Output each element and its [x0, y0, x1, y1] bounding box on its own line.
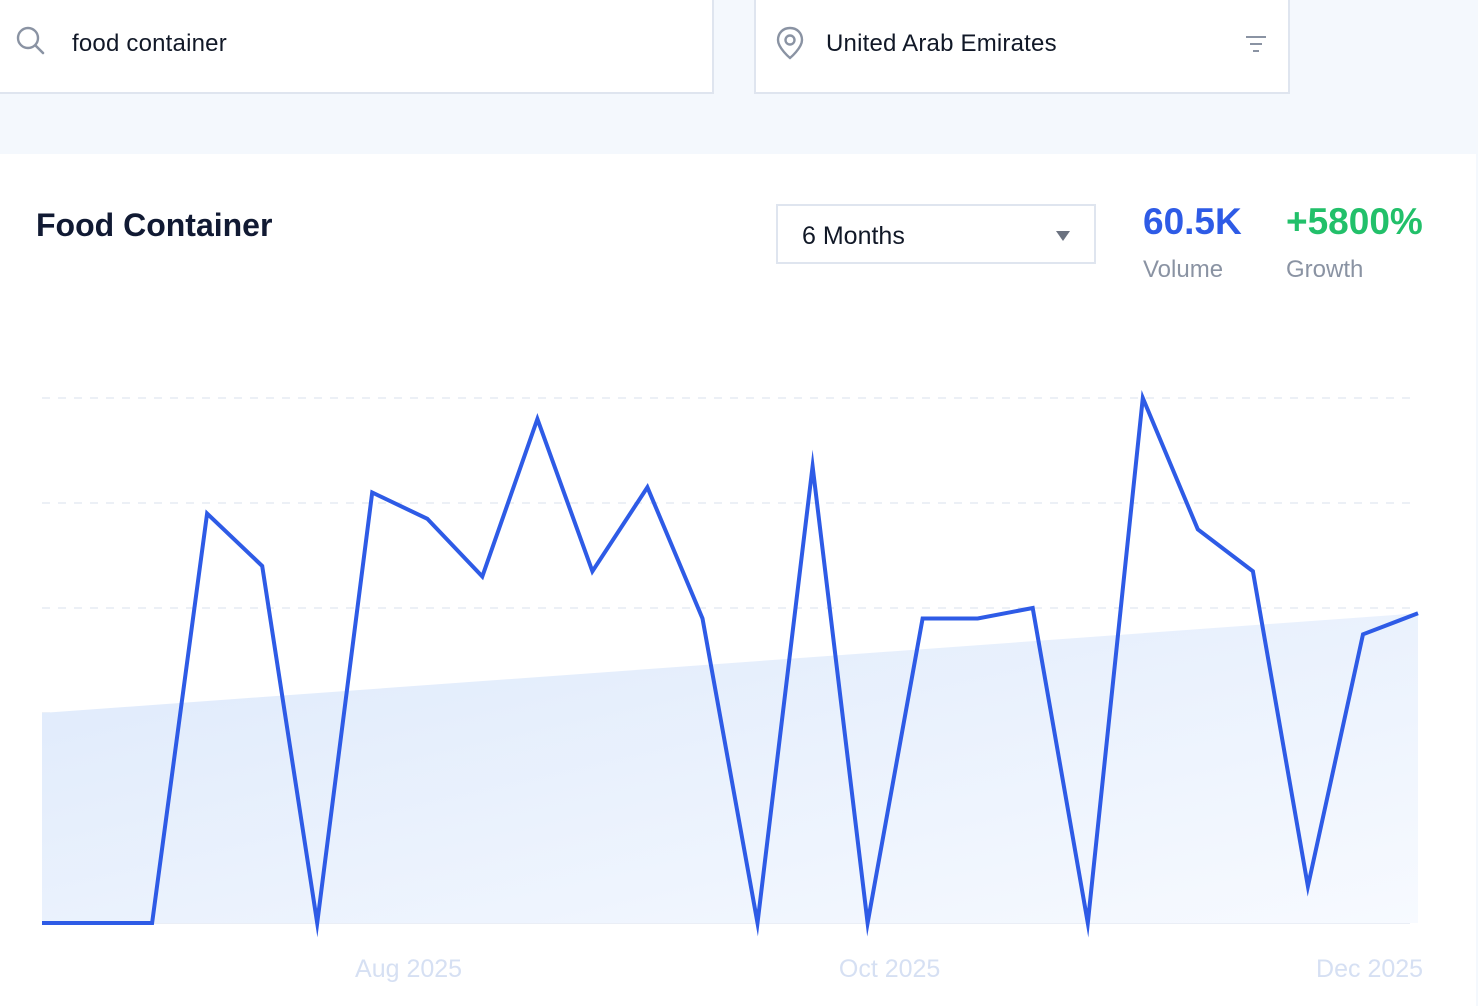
- location-value: United Arab Emirates: [826, 30, 1057, 57]
- volume-metric: 60.5K Volume: [1143, 200, 1242, 284]
- x-tick-label: Aug 2025: [355, 955, 462, 983]
- period-dropdown[interactable]: 6 Months: [776, 204, 1096, 264]
- location-selector[interactable]: United Arab Emirates: [754, 0, 1290, 94]
- search-icon[interactable]: [16, 26, 46, 56]
- period-selected-label: 6 Months: [802, 222, 905, 250]
- x-tick-label: Dec 2025: [1316, 955, 1423, 983]
- filter-icon[interactable]: [1244, 34, 1268, 54]
- chevron-down-icon: [1056, 231, 1070, 241]
- x-tick-label: Oct 2025: [839, 955, 940, 983]
- growth-label: Growth: [1286, 256, 1364, 283]
- location-pin-icon: [776, 26, 804, 60]
- volume-label: Volume: [1143, 256, 1224, 283]
- volume-value: 60.5K: [1143, 201, 1242, 242]
- trend-chart: Aug 2025 Oct 2025 Dec 2025: [41, 390, 1423, 983]
- series-line: [42, 390, 1419, 938]
- growth-metric: +5800% Growth: [1286, 200, 1423, 284]
- card-title: Food Container: [36, 207, 273, 243]
- growth-value: +5800%: [1286, 201, 1423, 242]
- search-input[interactable]: [72, 30, 672, 58]
- search-bar: [0, 0, 714, 94]
